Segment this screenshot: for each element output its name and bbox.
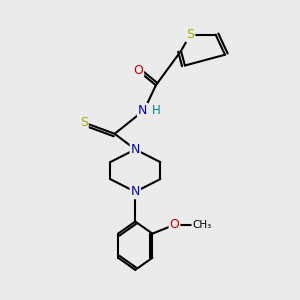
- Text: N: N: [130, 185, 140, 198]
- Text: CH₃: CH₃: [192, 220, 212, 230]
- Text: H: H: [152, 104, 161, 117]
- Text: S: S: [80, 116, 88, 128]
- Text: N: N: [138, 104, 147, 117]
- Text: O: O: [169, 218, 179, 231]
- Text: S: S: [186, 28, 194, 41]
- Text: O: O: [133, 64, 143, 77]
- Text: N: N: [130, 143, 140, 156]
